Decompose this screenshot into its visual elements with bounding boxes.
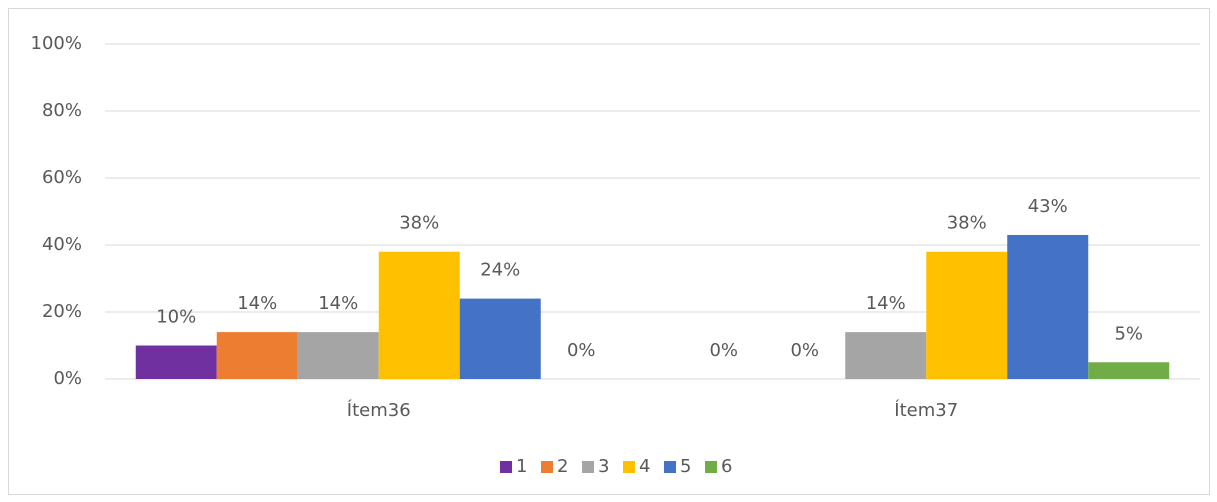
data-label: 14% bbox=[318, 293, 358, 314]
legend-label: 6 bbox=[721, 456, 732, 477]
data-label: 0% bbox=[709, 340, 738, 361]
legend-swatch bbox=[664, 461, 676, 473]
bar bbox=[216, 332, 298, 379]
data-label: 0% bbox=[567, 340, 596, 361]
legend-swatch bbox=[705, 461, 717, 473]
bar bbox=[926, 251, 1008, 379]
data-label: 24% bbox=[480, 260, 520, 281]
legend-swatch bbox=[623, 461, 635, 473]
legend-label: 4 bbox=[639, 456, 650, 477]
legend-label: 2 bbox=[557, 456, 568, 477]
y-tick-label: 100% bbox=[31, 33, 82, 54]
bar bbox=[135, 345, 217, 379]
legend-label: 3 bbox=[598, 456, 609, 477]
legend-label: 1 bbox=[516, 456, 527, 477]
bar bbox=[297, 332, 379, 379]
legend-swatch bbox=[582, 461, 594, 473]
legend-swatch bbox=[500, 461, 512, 473]
bar bbox=[378, 251, 460, 379]
data-label: 5% bbox=[1114, 323, 1143, 344]
bar bbox=[459, 298, 541, 379]
data-label: 38% bbox=[947, 213, 987, 234]
y-tick-label: 40% bbox=[42, 234, 82, 255]
bar bbox=[1007, 234, 1089, 379]
x-tick-label: Ítem36 bbox=[347, 399, 411, 421]
data-label: 43% bbox=[1028, 196, 1068, 217]
y-tick-label: 20% bbox=[42, 301, 82, 322]
data-label: 0% bbox=[790, 340, 819, 361]
y-tick-label: 0% bbox=[53, 368, 82, 389]
data-label: 14% bbox=[237, 293, 277, 314]
legend-swatch bbox=[541, 461, 553, 473]
y-tick-label: 80% bbox=[42, 100, 82, 121]
data-label: 38% bbox=[399, 213, 439, 234]
legend-label: 5 bbox=[680, 456, 691, 477]
data-label: 10% bbox=[156, 307, 196, 328]
bar bbox=[1088, 362, 1170, 379]
y-tick-label: 60% bbox=[42, 167, 82, 188]
bar bbox=[845, 332, 927, 379]
x-tick-label: Ítem37 bbox=[894, 399, 958, 421]
data-label: 14% bbox=[866, 293, 906, 314]
